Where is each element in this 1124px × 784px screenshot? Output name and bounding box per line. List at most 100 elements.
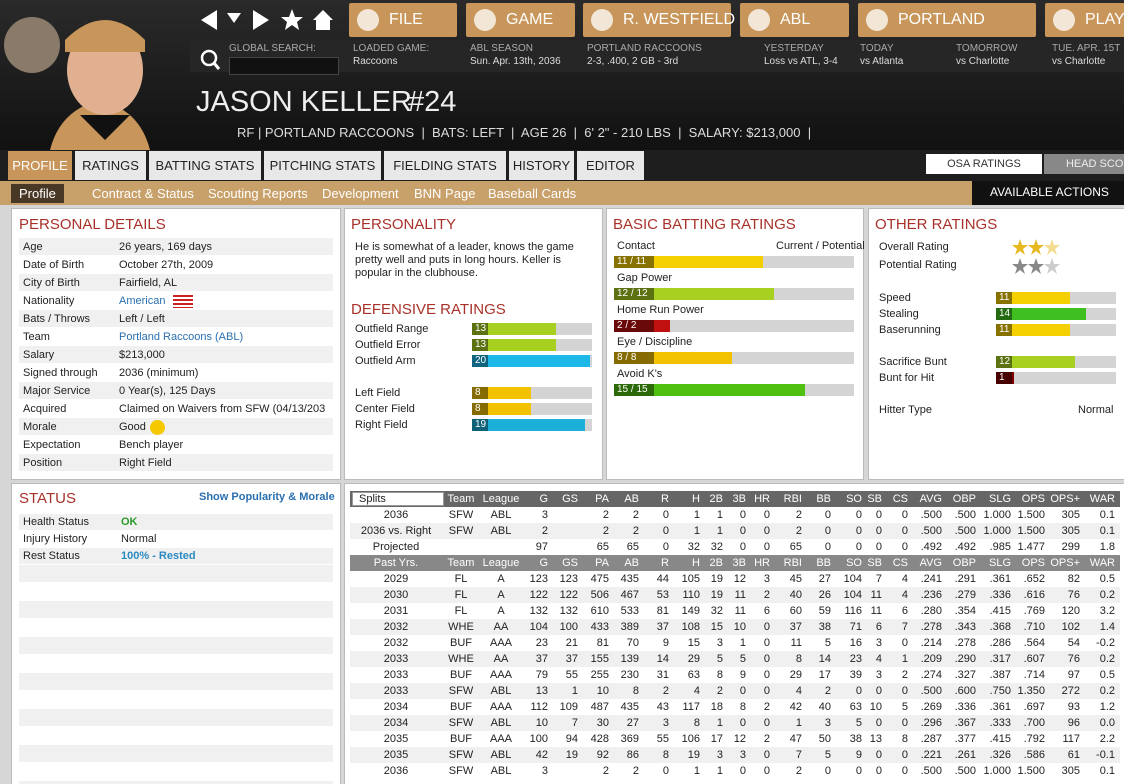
subtab[interactable]: Scouting Reports [208, 186, 308, 201]
table-cell: 0 [855, 525, 862, 537]
column-header: GS [562, 557, 578, 569]
rating-value: 13 [475, 339, 487, 350]
table-cell: 3 [716, 749, 723, 761]
rating-bar [996, 308, 1087, 320]
table-cell: 44 [656, 573, 669, 585]
table-cell: .500 [920, 509, 942, 521]
tab[interactable]: PITCHING STATS [264, 151, 381, 180]
column-header: PA [595, 557, 609, 569]
detail-row [19, 274, 333, 291]
table-cell: .241 [920, 573, 942, 585]
table-cell: AAA [489, 637, 512, 649]
column-header: R [661, 493, 669, 505]
tab[interactable]: PROFILE [8, 151, 72, 180]
table-cell: 3 [875, 637, 882, 649]
rating-box [614, 256, 654, 268]
table-cell: 79 [535, 669, 548, 681]
scout-tab[interactable]: OSA RATINGS [926, 154, 1042, 174]
subtab-strip [0, 181, 1124, 205]
subtab[interactable]: BNN Page [414, 186, 476, 201]
table-row [350, 587, 1120, 603]
table-cell: 487 [590, 701, 609, 713]
table-cell: 3 [541, 509, 548, 521]
table-cell: 2.2 [1099, 733, 1115, 745]
subtab[interactable]: Contract & Status [92, 186, 194, 201]
table-cell: 2035 [383, 733, 409, 745]
column-header: Team [447, 557, 475, 569]
nav-icon [357, 9, 379, 31]
table-cell: 11 [870, 605, 882, 617]
table-cell: 2029 [383, 573, 409, 585]
table-row [350, 731, 1120, 747]
nav-button-label[interactable]: FILE [389, 11, 423, 28]
table-cell: 1 [693, 525, 700, 537]
table-cell: 7 [875, 573, 882, 585]
nav-button-label[interactable]: PLAY [1085, 11, 1124, 28]
table-cell: 1.000 [983, 509, 1011, 521]
nav-button-label[interactable]: ABL [780, 11, 811, 28]
table-cell: .600 [954, 685, 976, 697]
table-cell: 4 [795, 685, 802, 697]
table-cell: 6 [875, 621, 882, 633]
column-header: 3B [732, 557, 746, 569]
table-cell: 70 [626, 637, 639, 649]
column-header: H [692, 557, 700, 569]
subtab[interactable]: Baseball Cards [488, 186, 577, 201]
table-cell: 65 [626, 541, 639, 553]
search-box[interactable] [229, 57, 339, 75]
rating-value: 8 [475, 403, 481, 414]
nav-icons[interactable] [195, 5, 345, 75]
table-cell: 104 [529, 621, 548, 633]
rating-box [472, 355, 488, 367]
table-cell: 2 [632, 509, 639, 521]
tab[interactable]: HISTORY [509, 151, 574, 180]
nav-button-label[interactable]: R. WESTFIELD [623, 11, 736, 28]
table-row [350, 683, 1120, 699]
tab[interactable]: FIELDING STATS [384, 151, 506, 180]
detail-label: Team [23, 331, 50, 343]
table-cell: 433 [590, 621, 609, 633]
actions-label[interactable]: AVAILABLE ACTIONS [990, 185, 1109, 199]
column-header: Splits [352, 492, 444, 506]
table-cell: .750 [989, 685, 1011, 697]
rating-bar [996, 292, 1070, 304]
tab[interactable]: BATTING STATS [149, 151, 261, 180]
actions-bar[interactable] [972, 181, 1124, 205]
bar-track [614, 320, 854, 332]
info-strip [190, 40, 1124, 72]
table-cell: 2 [602, 509, 609, 521]
column-header: BB [816, 493, 831, 505]
subtab[interactable]: Development [322, 186, 399, 201]
table-cell: 45 [789, 573, 802, 585]
tab[interactable]: EDITOR [577, 151, 644, 180]
rating-box [996, 356, 1012, 368]
scout-tab[interactable]: HEAD SCOUT [1044, 154, 1124, 174]
table-cell: 0 [763, 525, 770, 537]
detail-label: Major Service [23, 385, 91, 397]
table-cell: FL [454, 589, 468, 601]
rating-label: Stealing [879, 308, 919, 320]
table-cell: 2 [632, 525, 639, 537]
table-cell: 0 [662, 509, 669, 521]
table-cell: 2 [763, 589, 770, 601]
rating-label: Baserunning [879, 324, 941, 336]
table-cell: 55 [565, 669, 578, 681]
column-header: SLG [988, 493, 1011, 505]
table-cell: 38 [849, 733, 862, 745]
status-link[interactable]: Show Popularity & Morale [199, 491, 335, 503]
nav-button-label[interactable]: GAME [506, 11, 554, 28]
rating-value: 11 [999, 324, 1010, 335]
table-cell: BUF [450, 733, 472, 745]
table-cell: 1.000 [983, 525, 1011, 537]
table-cell: 0 [763, 749, 770, 761]
status-value: OK [121, 516, 138, 528]
rating-bar [996, 356, 1076, 368]
nav-button-label[interactable]: PORTLAND [898, 11, 985, 28]
table-cell: 55 [656, 733, 669, 745]
table-cell: AAA [489, 733, 512, 745]
table-cell: 0 [875, 749, 882, 761]
tab[interactable]: RATINGS [75, 151, 146, 180]
subtab[interactable]: Profile [11, 184, 64, 203]
table-cell: .336 [954, 701, 976, 713]
table-cell: 21 [565, 637, 578, 649]
